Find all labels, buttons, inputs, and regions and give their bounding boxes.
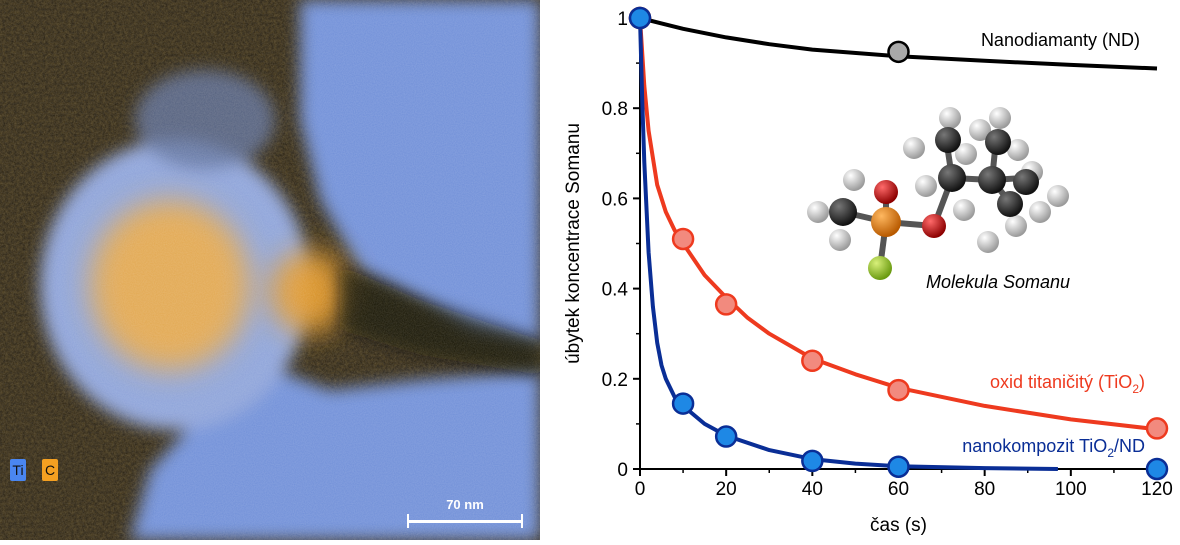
series-label-2: nanokompozit TiO2/ND <box>962 436 1145 460</box>
kinetics-chart: 0 20 40 60 80 100 120 0 0.2 0.4 0.6 0.8 1 čas (s) úbyt… <box>563 6 1173 536</box>
data-point-1 <box>1145 417 1169 440</box>
data-point-1 <box>671 227 695 251</box>
y-tick-label: 0.8 <box>602 99 628 120</box>
data-point-2 <box>714 425 738 448</box>
x-tick-label: 60 <box>888 479 909 500</box>
fit-curve-0 <box>639 16 1158 71</box>
x-tick-label: 20 <box>716 479 737 500</box>
data-point-2 <box>671 392 695 415</box>
x-tick-label: 120 <box>1141 479 1173 500</box>
legend-ti-label: Ti <box>12 462 24 478</box>
data-point-1 <box>714 293 738 316</box>
y-axis-title: úbytek koncentrace Somanu <box>563 123 584 364</box>
data-point-2 <box>628 6 652 30</box>
legend-c: C <box>42 459 58 481</box>
data-point-1 <box>887 378 910 402</box>
data-point-2 <box>1145 457 1169 481</box>
data-point-0 <box>887 40 910 64</box>
molecule-caption: Molekula Somanu <box>926 272 1070 292</box>
legend-c-label: C <box>44 462 56 478</box>
y-tick-label: 0.4 <box>602 280 629 301</box>
y-tick-label: 0 <box>617 460 628 481</box>
data-point-2 <box>801 449 824 473</box>
data-point-1 <box>801 349 824 373</box>
series-label-0: Nanodiamanty (ND) <box>981 30 1140 50</box>
y-tick-label: 0.6 <box>602 189 628 210</box>
scale-bar <box>408 520 522 523</box>
scale-bar-tick-right <box>521 514 523 528</box>
edx-map-image <box>0 0 540 540</box>
scale-bar-tick-left <box>407 514 409 528</box>
scale-bar-label: 70 nm <box>446 497 484 512</box>
x-tick-label: 40 <box>802 479 823 500</box>
x-tick-label: 100 <box>1055 479 1087 500</box>
x-axis-title: čas (s) <box>870 515 927 536</box>
series-label-1: oxid titaničitý (TiO2) <box>990 372 1145 396</box>
data-point-2 <box>887 455 910 478</box>
soman-molecule-illustration <box>807 107 1069 280</box>
kinetics-chart-panel: 0 20 40 60 80 100 120 0 0.2 0.4 0.6 0.8 1 čas (s) úbyt… <box>540 0 1180 540</box>
x-tick-label: 0 <box>635 479 646 500</box>
x-tick-label: 80 <box>974 479 995 500</box>
legend-ti: Ti <box>10 459 26 481</box>
y-tick-label: 0.2 <box>602 370 628 391</box>
y-tick-label: 1 <box>617 9 628 30</box>
edx-map-panel: Ti C 70 nm <box>0 0 540 540</box>
